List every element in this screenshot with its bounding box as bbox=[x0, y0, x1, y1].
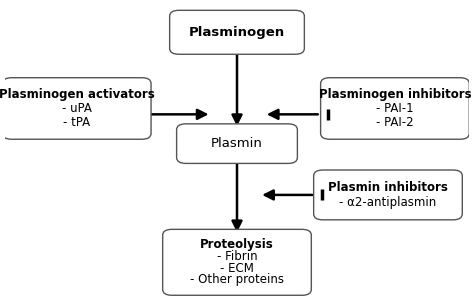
Text: Plasminogen inhibitors: Plasminogen inhibitors bbox=[319, 88, 471, 101]
FancyBboxPatch shape bbox=[170, 10, 304, 54]
FancyBboxPatch shape bbox=[2, 78, 151, 139]
FancyBboxPatch shape bbox=[320, 78, 469, 139]
Text: - PAI-2: - PAI-2 bbox=[376, 116, 414, 129]
Text: - PAI-1: - PAI-1 bbox=[376, 102, 414, 115]
FancyBboxPatch shape bbox=[314, 170, 462, 220]
Text: Plasminogen: Plasminogen bbox=[189, 26, 285, 39]
Text: - Other proteins: - Other proteins bbox=[190, 274, 284, 286]
Text: - uPA: - uPA bbox=[62, 102, 91, 115]
FancyBboxPatch shape bbox=[163, 229, 311, 295]
Text: - tPA: - tPA bbox=[63, 116, 91, 129]
Text: Plasminogen activators: Plasminogen activators bbox=[0, 88, 155, 101]
Text: - Fibrin: - Fibrin bbox=[217, 250, 257, 263]
Text: Proteolysis: Proteolysis bbox=[200, 238, 274, 251]
Text: Plasmin inhibitors: Plasmin inhibitors bbox=[328, 181, 448, 194]
Text: - α2-antiplasmin: - α2-antiplasmin bbox=[339, 196, 437, 209]
Text: - ECM: - ECM bbox=[220, 262, 254, 275]
Text: Plasmin: Plasmin bbox=[211, 137, 263, 150]
FancyBboxPatch shape bbox=[177, 124, 297, 164]
